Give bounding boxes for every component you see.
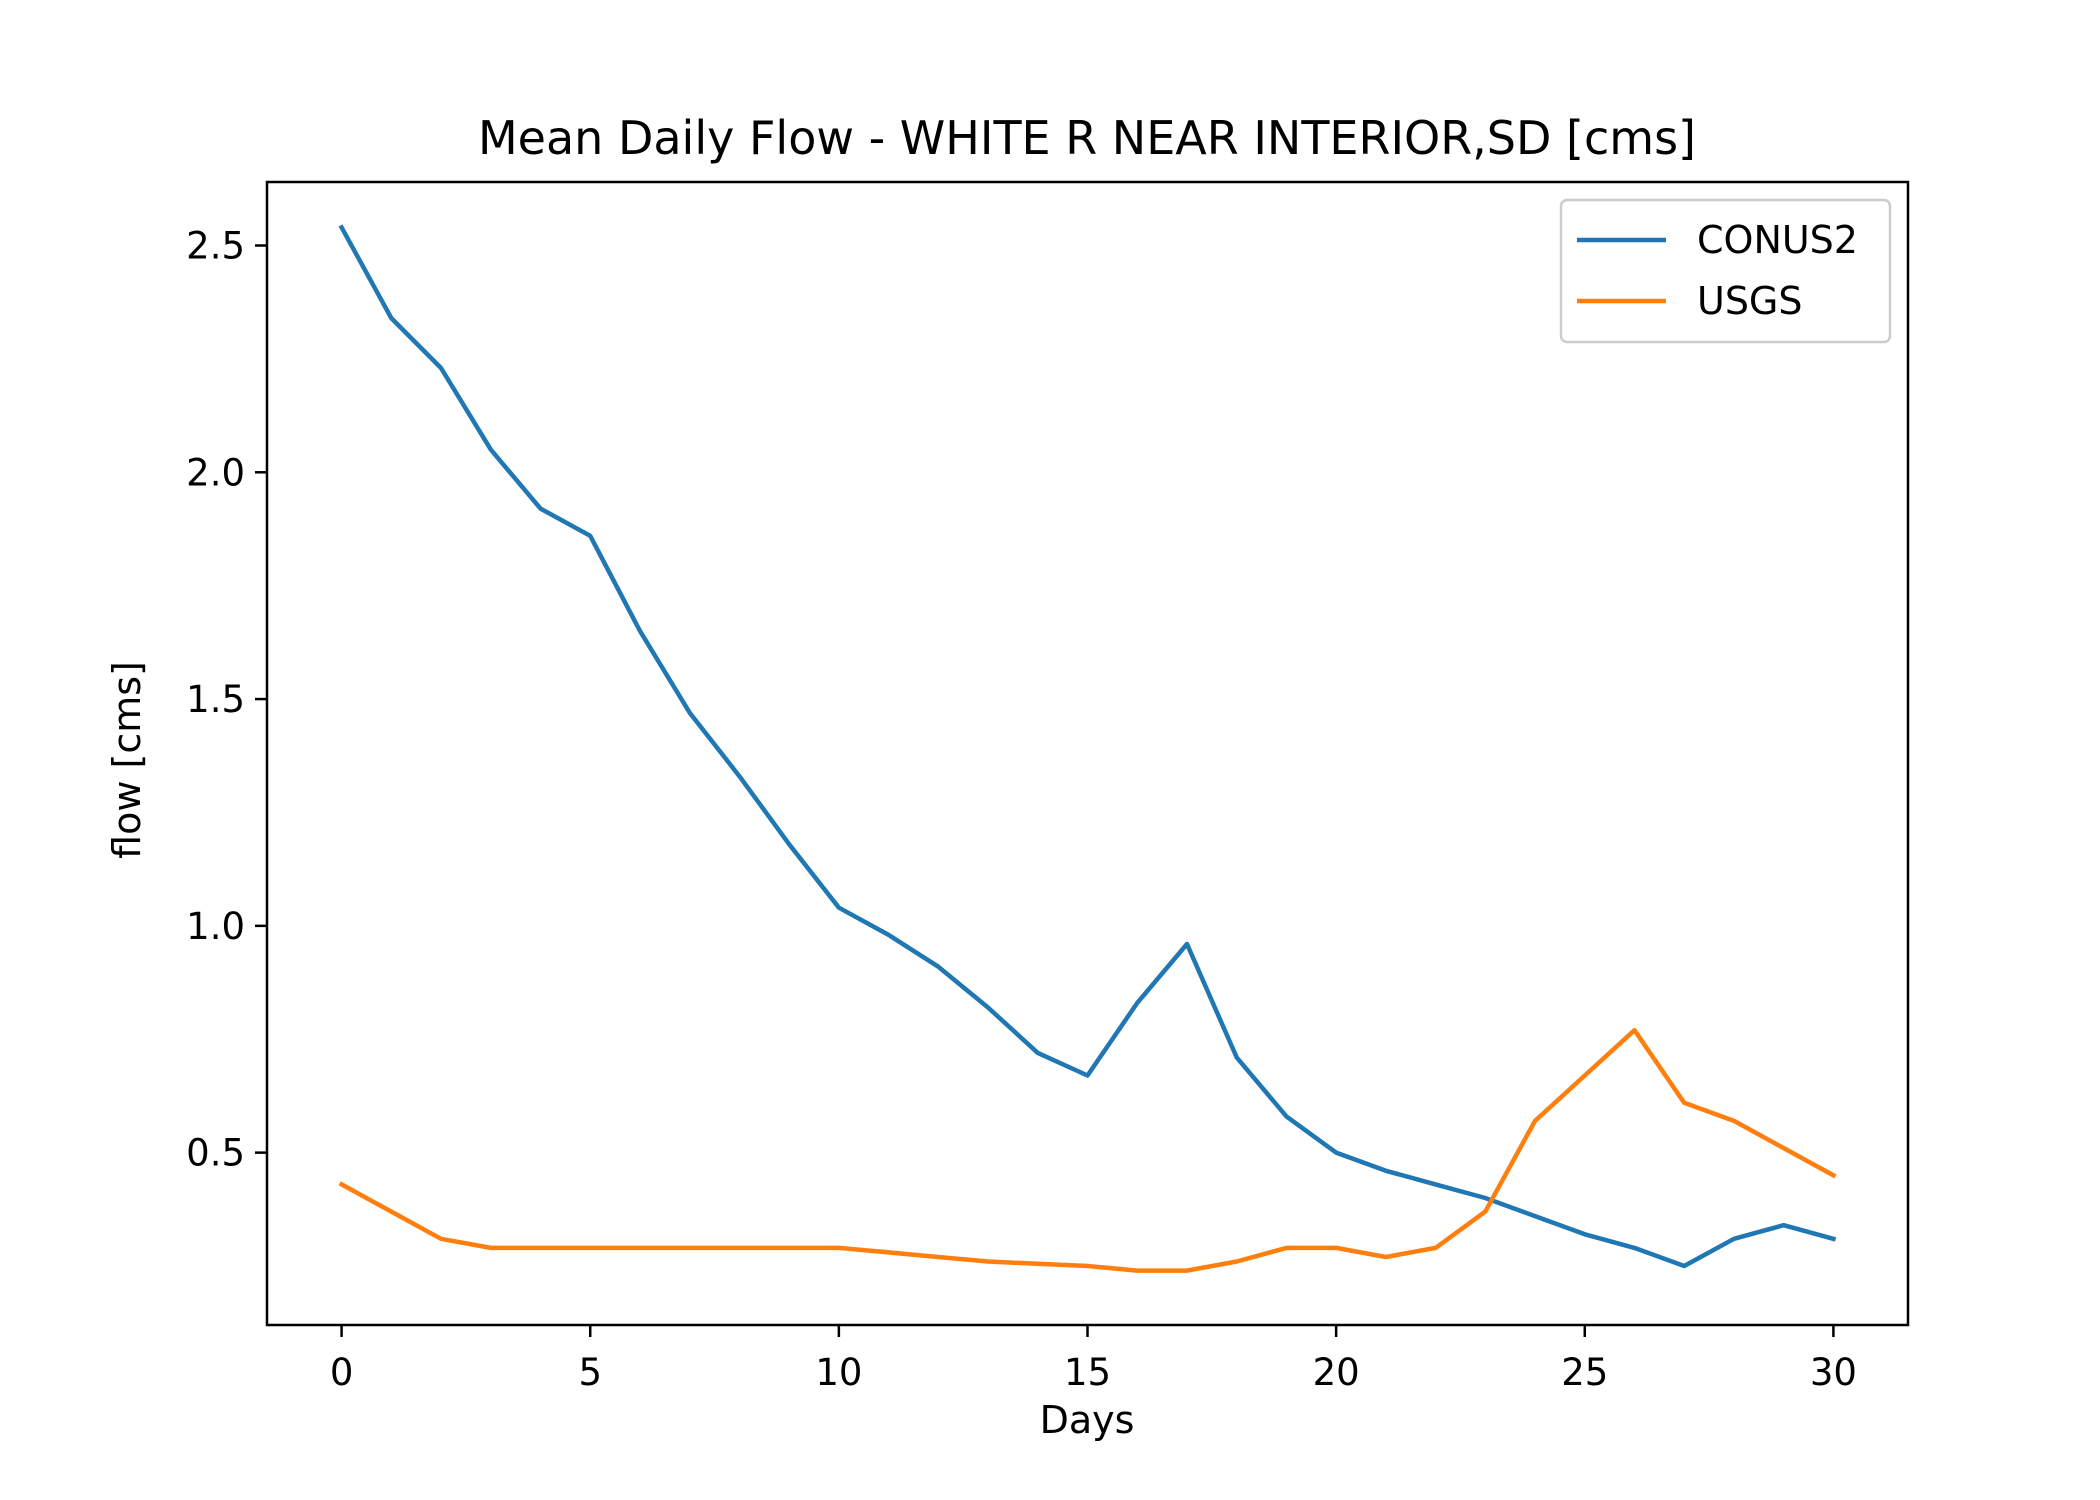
y-axis: 0.5 1.0 1.5 2.0 2.5 <box>186 225 267 1175</box>
x-tick-label: 30 <box>1810 1351 1857 1394</box>
y-tick-label: 1.0 <box>186 905 245 948</box>
x-axis-label: Days <box>1040 1398 1135 1442</box>
chart-title: Mean Daily Flow - WHITE R NEAR INTERIOR,… <box>478 111 1696 165</box>
legend-label: USGS <box>1697 279 1803 323</box>
y-axis-label: flow [cms] <box>105 661 149 859</box>
legend-box <box>1559 198 1892 344</box>
series-line-conus2 <box>338 224 1837 1269</box>
x-tick-label: 25 <box>1561 1351 1608 1394</box>
plot-area <box>338 224 1837 1273</box>
x-tick-label: 0 <box>330 1351 354 1394</box>
legend-label: CONUS2 <box>1697 218 1858 262</box>
x-tick-label: 20 <box>1313 1351 1360 1394</box>
y-tick-label: 0.5 <box>186 1132 245 1175</box>
y-tick-label: 2.5 <box>186 225 245 268</box>
series-line-usgs <box>338 1027 1837 1273</box>
x-axis: 0 5 10 15 20 25 30 <box>330 1325 1857 1394</box>
x-tick-label: 15 <box>1064 1351 1111 1394</box>
y-tick-label: 2.0 <box>186 451 245 494</box>
x-tick-label: 10 <box>815 1351 862 1394</box>
x-tick-label: 5 <box>578 1351 602 1394</box>
legend: CONUS2 USGS <box>1559 198 1892 344</box>
y-tick-label: 1.5 <box>186 678 245 721</box>
